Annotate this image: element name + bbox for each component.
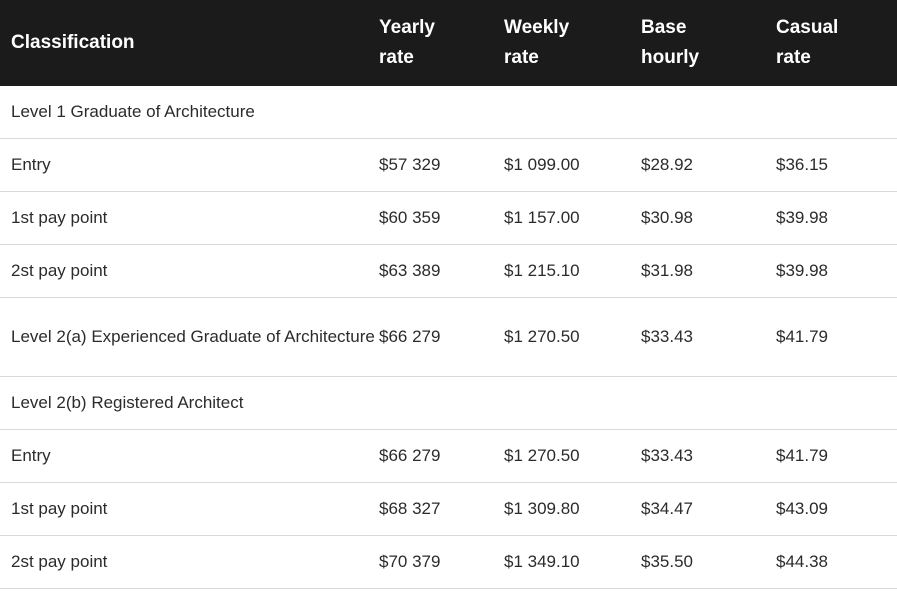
cell-base-hourly: $33.43 [641, 297, 776, 377]
cell-casual-rate: $41.79 [776, 429, 897, 483]
header-casual-line1: Casual [776, 17, 839, 38]
cell-casual-rate: $39.98 [776, 191, 897, 245]
cell-weekly-rate: $1 270.50 [504, 297, 641, 377]
header-yearly-rate: Yearly rate [379, 0, 504, 86]
cell-yearly-rate: $66 279 [379, 297, 504, 377]
cell-weekly-rate: $1 309.80 [504, 482, 641, 536]
cell-classification: 2st pay point [0, 535, 379, 589]
cell-base-hourly: $35.50 [641, 535, 776, 589]
table-body: Level 1 Graduate of Architecture Entry $57… [0, 86, 897, 589]
cell-yearly-rate: $68 327 [379, 482, 504, 536]
header-yearly-line2: rate [379, 47, 414, 68]
table-row: 1st pay point $60 359 $1 157.00 $30.98 $39.9… [0, 191, 897, 245]
table-row: 2st pay point $63 389 $1 215.10 $31.98 $39.9… [0, 244, 897, 298]
cell-classification: Entry [0, 138, 379, 192]
cell-casual-rate: $39.98 [776, 244, 897, 298]
section-row: Level 1 Graduate of Architecture [0, 86, 897, 139]
cell-classification: 2st pay point [0, 244, 379, 298]
cell-weekly-rate: $1 099.00 [504, 138, 641, 192]
table-row: Level 2(a) Experienced Graduate of Archi… [0, 297, 897, 377]
section-row: Level 2(b) Registered Architect [0, 376, 897, 430]
cell-yearly-rate: $70 379 [379, 535, 504, 589]
cell-base-hourly: $34.47 [641, 482, 776, 536]
cell-base-hourly: $28.92 [641, 138, 776, 192]
header-casual-rate: Casual rate [776, 0, 897, 86]
table-row: Entry $57 329 $1 099.00 $28.92 $36.15 [0, 138, 897, 192]
header-weekly-line2: rate [504, 47, 539, 68]
cell-base-hourly: $33.43 [641, 429, 776, 483]
header-casual-line2: rate [776, 47, 811, 68]
section-label: Level 2(b) Registered Architect [0, 376, 897, 430]
cell-classification: Entry [0, 429, 379, 483]
cell-yearly-rate: $57 329 [379, 138, 504, 192]
cell-base-hourly: $31.98 [641, 244, 776, 298]
cell-casual-rate: $36.15 [776, 138, 897, 192]
header-weekly-rate: Weekly rate [504, 0, 641, 86]
header-classification: Classification [11, 32, 135, 53]
header-hourly-line2: hourly [641, 47, 700, 68]
cell-base-hourly: $30.98 [641, 191, 776, 245]
table-header: Classification Yearly rate Weekly rate Bas… [0, 0, 897, 86]
cell-casual-rate: $43.09 [776, 482, 897, 536]
cell-weekly-rate: $1 270.50 [504, 429, 641, 483]
header-base-hourly: Base hourly [641, 0, 776, 86]
cell-casual-rate: $44.38 [776, 535, 897, 589]
header-hourly-line1: Base [641, 17, 687, 38]
header-yearly-line1: Yearly [379, 17, 435, 38]
cell-classification: Level 2(a) Experienced Graduate of Archi… [0, 297, 379, 377]
header-weekly-line1: Weekly [504, 17, 570, 38]
cell-classification: 1st pay point [0, 482, 379, 536]
cell-yearly-rate: $66 279 [379, 429, 504, 483]
table-row: Entry $66 279 $1 270.50 $33.43 $41.79 [0, 429, 897, 483]
cell-classification: 1st pay point [0, 191, 379, 245]
cell-yearly-rate: $60 359 [379, 191, 504, 245]
cell-weekly-rate: $1 215.10 [504, 244, 641, 298]
cell-casual-rate: $41.79 [776, 297, 897, 377]
cell-yearly-rate: $63 389 [379, 244, 504, 298]
cell-weekly-rate: $1 157.00 [504, 191, 641, 245]
table-row: 2st pay point $70 379 $1 349.10 $35.50 $44.3… [0, 535, 897, 589]
table-row: 1st pay point $68 327 $1 309.80 $34.47 $43.0… [0, 482, 897, 536]
section-label: Level 1 Graduate of Architecture [0, 86, 897, 139]
cell-weekly-rate: $1 349.10 [504, 535, 641, 589]
